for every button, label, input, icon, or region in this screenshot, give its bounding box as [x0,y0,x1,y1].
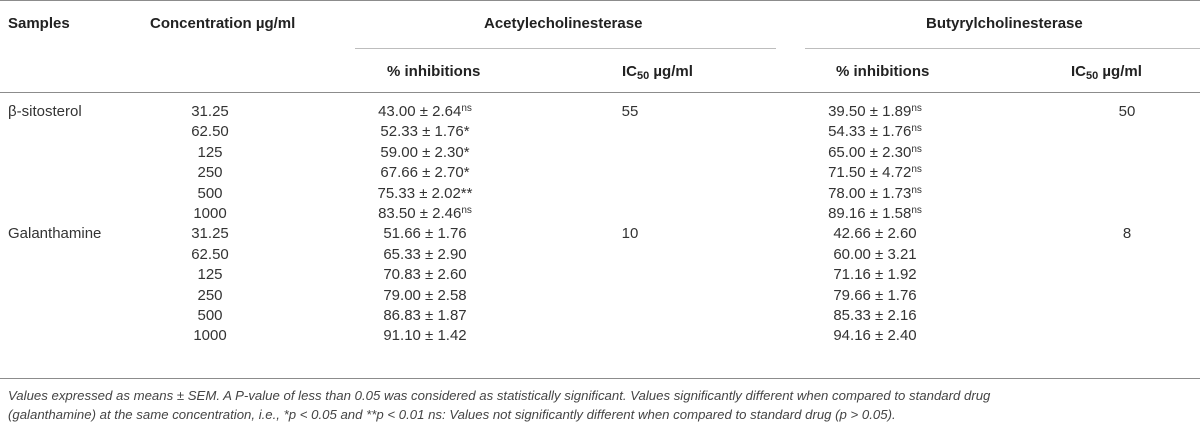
bche-inhibition-cell: 94.16 ± 2.40 [800,327,950,345]
ache-inhibition-cell: 70.83 ± 2.60 [350,266,500,284]
header-concentration: Concentration µg/ml [150,15,296,32]
ache-ic50-value: 55 [621,103,639,120]
bche-inhibition-value: 94.16 ± 2.40 [833,327,917,345]
ache-ic50-value: 10 [621,225,639,243]
significance-marker: ns [911,164,922,176]
concentration-cell: 1000 [193,205,227,222]
ache-inhibition-value: 86.83 ± 1.87 [383,307,467,324]
top-rule [0,0,1200,1]
ache-inhibition-value: 59.00 ± 2.30* [380,143,470,161]
significance-marker: ns [911,184,922,196]
header-butyrylcholinesterase: Butyrylcholinesterase [926,15,1083,32]
ache-inhibition-value: 70.83 ± 2.60 [383,266,467,284]
bche-inhibition-cell: 65.00 ± 2.30ns [800,144,950,162]
footnote-line-2: (galanthamine) at the same concentration… [8,407,896,422]
header-ache-ic50: IC50 µg/ml [622,63,693,82]
bche-inhibition-cell: 60.00 ± 3.21 [800,246,950,264]
header-bche-ic50: IC50 µg/ml [1071,63,1142,82]
header-rule [0,92,1200,93]
ache-inhibition-value: 83.50 ± 2.46 [378,205,462,222]
header-ache-inhibitions: % inhibitions [387,63,481,80]
bche-ic50-value: 8 [1122,225,1132,243]
ache-inhibition-cell: 51.66 ± 1.76 [350,225,500,243]
bche-inhibition-value: 65.00 ± 2.30 [828,143,912,161]
bche-inhibition-value: 85.33 ± 2.16 [833,307,917,324]
ache-inhibition-cell: 75.33 ± 2.02** [350,185,500,203]
significance-marker: ns [911,143,922,155]
table-footnote: Values expressed as means ± SEM. A P-val… [8,386,1193,424]
bche-inhibition-cell: 54.33 ± 1.76ns [800,123,950,141]
bche-inhibition-value: 60.00 ± 3.21 [833,245,917,263]
concentration-cell: 62.50 [191,245,229,263]
sample-name: β-sitosterol [8,103,82,120]
ache-inhibition-value: 65.33 ± 2.90 [383,245,467,263]
bche-inhibition-cell: 79.66 ± 1.76 [800,287,950,305]
bche-inhibition-cell: 42.66 ± 2.60 [800,225,950,243]
ache-inhibition-cell: 43.00 ± 2.64ns [350,103,500,121]
ache-inhibition-cell: 59.00 ± 2.30* [350,144,500,162]
footnote-line-1: Values expressed as means ± SEM. A P-val… [8,388,991,403]
ache-inhibition-value: 75.33 ± 2.02** [377,184,473,202]
ache-inhibition-cell: 79.00 ± 2.58 [350,287,500,305]
concentration-cell: 500 [197,184,223,202]
significance-marker: ns [911,103,922,114]
ache-inhibition-cell: 65.33 ± 2.90 [350,246,500,264]
header-acetylcholinesterase: Acetylecholinesterase [484,15,643,32]
ache-inhibition-cell: 83.50 ± 2.46ns [350,205,500,223]
acetylcholinesterase-group-rule [355,48,776,49]
concentration-cell: 31.25 [191,225,229,243]
concentration-cell: 250 [197,286,223,304]
bche-inhibition-value: 42.66 ± 2.60 [833,225,917,243]
ache-inhibition-cell: 91.10 ± 1.42 [350,327,500,345]
header-bche-inhibitions: % inhibitions [836,63,930,80]
ache-inhibition-value: 43.00 ± 2.64 [378,103,462,120]
concentration-cell: 125 [197,143,223,161]
ache-inhibition-value: 67.66 ± 2.70* [380,164,470,182]
bche-inhibition-value: 39.50 ± 1.89 [828,103,912,120]
bche-inhibition-cell: 71.50 ± 4.72ns [800,164,950,182]
ache-inhibition-value: 91.10 ± 1.42 [383,327,467,345]
concentration-cell: 125 [197,266,223,284]
butyrylcholinesterase-group-rule [805,48,1200,49]
bche-inhibition-cell: 89.16 ± 1.58ns [800,205,950,223]
bche-inhibition-value: 71.16 ± 1.92 [833,266,917,284]
bottom-rule [0,378,1200,379]
sample-name: Galanthamine [8,225,102,243]
significance-marker: ns [911,205,922,216]
bche-inhibition-value: 79.66 ± 1.76 [833,286,917,304]
bche-inhibition-cell: 71.16 ± 1.92 [800,266,950,284]
bche-inhibition-cell: 78.00 ± 1.73ns [800,185,950,203]
bche-inhibition-value: 89.16 ± 1.58 [828,205,912,222]
bche-ic50-value: 50 [1118,103,1136,120]
bche-inhibition-cell: 85.33 ± 2.16 [800,307,950,325]
concentration-cell: 250 [197,164,223,182]
significance-marker: ns [911,123,922,135]
concentration-cell: 1000 [193,327,227,345]
bche-inhibition-value: 71.50 ± 4.72 [828,164,912,182]
header-samples: Samples [8,15,70,32]
ache-inhibition-cell: 52.33 ± 1.76* [350,123,500,141]
concentration-cell: 62.50 [191,123,229,141]
ache-inhibition-value: 52.33 ± 1.76* [380,123,470,141]
concentration-cell: 500 [197,307,223,324]
concentration-cell: 31.25 [191,103,229,120]
bche-inhibition-value: 78.00 ± 1.73 [828,184,912,202]
ache-inhibition-cell: 86.83 ± 1.87 [350,307,500,325]
significance-marker: ns [461,103,472,114]
bche-inhibition-value: 54.33 ± 1.76 [828,123,912,141]
ache-inhibition-value: 51.66 ± 1.76 [383,225,467,243]
bche-inhibition-cell: 39.50 ± 1.89ns [800,103,950,121]
significance-marker: ns [461,205,472,216]
ache-inhibition-value: 79.00 ± 2.58 [383,286,467,304]
ache-inhibition-cell: 67.66 ± 2.70* [350,164,500,182]
